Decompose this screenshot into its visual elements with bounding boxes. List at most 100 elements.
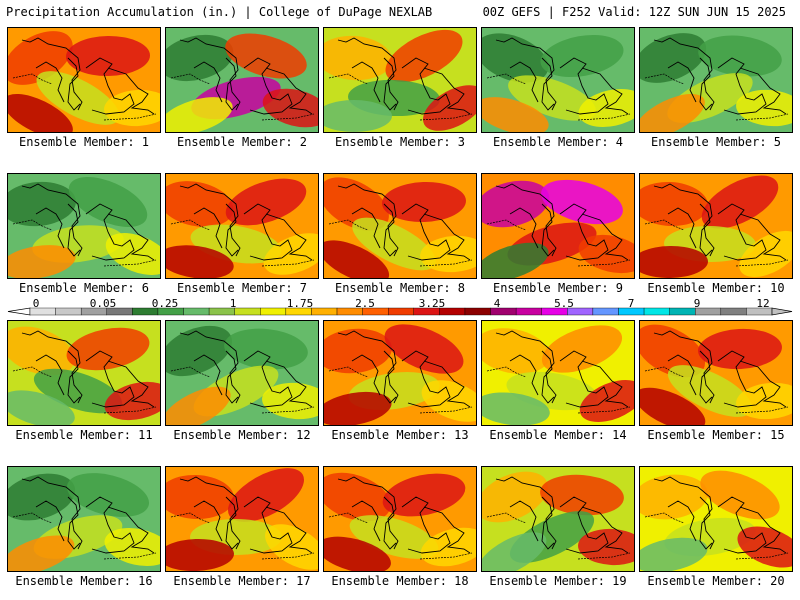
colorbar-segment (720, 307, 747, 316)
ensemble-member-caption: Ensemble Member: 15 (647, 428, 785, 442)
ensemble-member-caption: Ensemble Member: 17 (173, 574, 311, 588)
state-border (12, 73, 157, 121)
ensemble-map-panel (165, 320, 319, 426)
colorbar-tick-label: 0 (32, 297, 40, 310)
ensemble-map-panel (481, 27, 635, 133)
colorbar-tick-label: 1.75 (286, 297, 314, 310)
colorbar-tick-label: 12 (756, 297, 770, 310)
ensemble-map-panel (165, 27, 319, 133)
ensemble-map-panel (165, 173, 319, 279)
colorbar-segment (234, 307, 261, 316)
precipitation-colorbar (7, 307, 793, 316)
ensemble-map-panel (7, 27, 161, 133)
colorbar-tick-label: 5.5 (554, 297, 574, 310)
great-lakes-coastline (179, 476, 313, 554)
great-lakes-coastline (179, 37, 313, 115)
state-border (644, 73, 789, 121)
ensemble-map-panel (323, 466, 477, 572)
colorbar-segment (311, 307, 338, 316)
great-lakes-coastline (495, 183, 629, 261)
state-border (644, 366, 789, 414)
state-border (644, 219, 789, 267)
colorbar-segment (183, 307, 210, 316)
ensemble-map-panel (7, 320, 161, 426)
colorbar-tick-label: 9 (693, 297, 701, 310)
state-border (486, 512, 631, 560)
colorbar-segment (464, 307, 491, 316)
colorbar-tick-label: 0.25 (151, 297, 179, 310)
state-border (170, 219, 315, 267)
state-border (644, 512, 789, 560)
great-lakes-coastline (21, 330, 155, 408)
colorbar-segment (515, 307, 542, 316)
state-border (170, 73, 315, 121)
great-lakes-coastline (337, 476, 471, 554)
state-border (328, 219, 473, 267)
great-lakes-coastline (179, 330, 313, 408)
ensemble-map-panel (639, 466, 793, 572)
colorbar-segment (592, 307, 619, 316)
ensemble-member-caption: Ensemble Member: 1 (18, 135, 150, 149)
state-border (486, 73, 631, 121)
ensemble-map-panel (323, 320, 477, 426)
great-lakes-coastline (653, 183, 787, 261)
ensemble-member-caption: Ensemble Member: 18 (331, 574, 469, 588)
colorbar-segment (55, 307, 82, 316)
model-run-info: 00Z GEFS | F252 Valid: 12Z SUN JUN 15 20… (482, 5, 786, 19)
colorbar-tick-label: 0.05 (89, 297, 117, 310)
ensemble-map-panel (639, 173, 793, 279)
colorbar-tick-label: 3.25 (418, 297, 446, 310)
ensemble-member-caption: Ensemble Member: 19 (489, 574, 627, 588)
ensemble-map-panel (323, 27, 477, 133)
ensemble-member-caption: Ensemble Member: 7 (176, 281, 308, 295)
colorbar-segment (643, 307, 670, 316)
ensemble-member-caption: Ensemble Member: 6 (18, 281, 150, 295)
ensemble-member-caption: Ensemble Member: 8 (334, 281, 466, 295)
ensemble-map-panel (323, 173, 477, 279)
colorbar-low-arrow (7, 307, 31, 316)
state-border (12, 219, 157, 267)
colorbar-tick-label: 7 (627, 297, 635, 310)
ensemble-member-caption: Ensemble Member: 4 (492, 135, 624, 149)
ensemble-member-caption: Ensemble Member: 3 (334, 135, 466, 149)
great-lakes-coastline (337, 183, 471, 261)
ensemble-map-panel (481, 466, 635, 572)
state-border (12, 512, 157, 560)
ensemble-member-caption: Ensemble Member: 9 (492, 281, 624, 295)
state-border (486, 366, 631, 414)
state-border (328, 366, 473, 414)
ensemble-map-panel (481, 320, 635, 426)
ensemble-map-panel (7, 466, 161, 572)
colorbar-tick-label: 4 (493, 297, 501, 310)
great-lakes-coastline (653, 330, 787, 408)
ensemble-map-panel (7, 173, 161, 279)
ensemble-member-caption: Ensemble Member: 11 (15, 428, 153, 442)
great-lakes-coastline (21, 37, 155, 115)
ensemble-member-caption: Ensemble Member: 16 (15, 574, 153, 588)
great-lakes-coastline (495, 330, 629, 408)
ensemble-member-caption: Ensemble Member: 5 (650, 135, 782, 149)
great-lakes-coastline (495, 37, 629, 115)
ensemble-map-panel (481, 173, 635, 279)
map-title: Precipitation Accumulation (in.) | Colle… (6, 5, 433, 19)
ensemble-member-caption: Ensemble Member: 13 (331, 428, 469, 442)
colorbar-tick-label: 1 (229, 297, 237, 310)
great-lakes-coastline (337, 330, 471, 408)
great-lakes-coastline (337, 37, 471, 115)
ensemble-member-caption: Ensemble Member: 10 (647, 281, 785, 295)
colorbar-segment (669, 307, 696, 316)
state-border (170, 512, 315, 560)
ensemble-member-caption: Ensemble Member: 14 (489, 428, 627, 442)
colorbar-tick-label: 2.5 (355, 297, 375, 310)
great-lakes-coastline (495, 476, 629, 554)
state-border (170, 366, 315, 414)
ensemble-member-caption: Ensemble Member: 2 (176, 135, 308, 149)
great-lakes-coastline (653, 476, 787, 554)
colorbar-segment (388, 307, 414, 316)
great-lakes-coastline (21, 183, 155, 261)
state-border (486, 219, 631, 267)
great-lakes-coastline (21, 476, 155, 554)
great-lakes-coastline (653, 37, 787, 115)
state-border (328, 512, 473, 560)
ensemble-member-caption: Ensemble Member: 12 (173, 428, 311, 442)
